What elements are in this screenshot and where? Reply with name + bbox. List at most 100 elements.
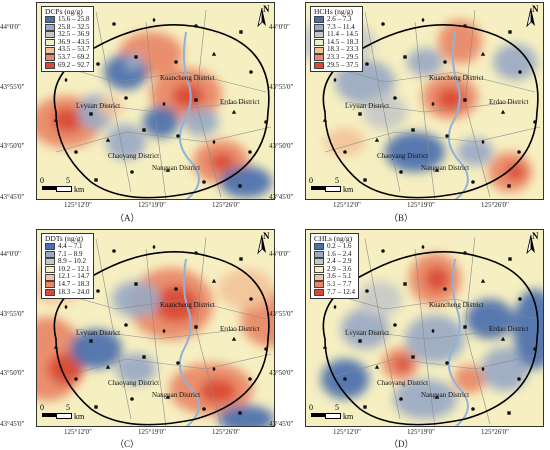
legend-entry: 2.4 – 2.9	[314, 258, 355, 266]
district-label-chaoyang: Chaoyang District	[108, 379, 160, 387]
sampling-site-marker	[53, 344, 59, 349]
legend-range: 2.6 – 7.3	[327, 15, 352, 23]
sampling-site-marker	[411, 128, 415, 132]
scale-zero: 0	[40, 176, 44, 185]
legend-range: 7.7 – 12.4	[327, 287, 355, 296]
scale-five: 5	[335, 176, 339, 185]
latitude-label: 43°55'0"	[269, 310, 294, 318]
longitude-label: 125°19'0"	[138, 428, 166, 436]
sampling-site-marker	[142, 128, 146, 132]
sampling-site-marker	[431, 101, 435, 107]
longitude-label: 125°19'0"	[407, 428, 435, 436]
panel-caption: （D）	[389, 439, 414, 449]
concentration-zone	[493, 44, 537, 80]
legend-swatch	[314, 281, 324, 289]
road-network	[45, 9, 272, 200]
sampling-site-marker	[381, 249, 385, 253]
concentration-zone	[466, 299, 514, 339]
sampling-site-marker	[507, 411, 511, 415]
scale-unit: km	[343, 412, 354, 421]
legend: DCPs (ng/g) 15.6 – 25.8 25.8 – 32.5 32.5 – …	[41, 6, 94, 73]
sampling-site-marker	[202, 180, 206, 184]
sampling-site-marker	[500, 336, 506, 341]
legend-swatch	[314, 266, 324, 274]
sampling-site-marker	[238, 411, 242, 415]
district-label-chaoyang: Chaoyang District	[377, 152, 429, 160]
legend-swatch	[45, 273, 55, 281]
concentration-zone	[425, 267, 449, 291]
legend-swatch	[314, 258, 324, 266]
sampling-site-marker	[249, 297, 253, 301]
sampling-site-marker	[434, 394, 440, 399]
legend-swatch	[314, 16, 324, 24]
legend-entry: 69.2 – 92.7	[45, 61, 90, 70]
sampling-site-marker	[365, 289, 369, 293]
legend-swatch	[45, 54, 55, 62]
concentration-zone	[438, 20, 482, 64]
map-frame	[305, 229, 544, 427]
sampling-site-marker	[393, 96, 397, 100]
legend-range: 4.4 – 7.1	[58, 242, 83, 250]
scale-zero: 0	[40, 403, 44, 412]
map-panel-a: Kuancheng District Lvyuan District Erdao D…	[36, 2, 275, 200]
legend: DDTs (ng/g) 4.4 – 7.1 7.1 – 8.9 8.9 – 10.2 1…	[41, 233, 94, 300]
concentration-zone	[437, 88, 465, 110]
sampling-site-marker	[96, 62, 100, 66]
sampling-site-marker	[105, 364, 111, 369]
legend-range: 25.8 – 32.5	[58, 22, 90, 31]
concentration-zone	[395, 356, 411, 372]
concentration-zone	[358, 281, 402, 317]
latitude-label: 43°50'0"	[0, 369, 25, 377]
scale-bar	[311, 413, 341, 419]
sampling-site-marker	[533, 120, 537, 124]
district-label-erdao: Erdao District	[220, 98, 260, 106]
sampling-site-marker	[94, 178, 98, 182]
legend-swatch	[314, 39, 324, 47]
panel-caption: （A）	[115, 213, 140, 223]
concentration-zone	[393, 379, 457, 419]
sampling-site-marker	[393, 323, 397, 327]
legend-entry: 23.3 – 29.5	[314, 53, 359, 62]
legend-range: 14.7 – 18.3	[58, 279, 90, 288]
sampling-site-marker	[105, 137, 111, 142]
legend-swatch	[314, 61, 324, 69]
sampling-site-marker	[333, 77, 337, 83]
map-frame	[36, 2, 275, 200]
sampling-site-marker	[53, 117, 59, 122]
sampling-site-marker	[480, 51, 486, 56]
concentration-zone	[200, 379, 236, 403]
sampling-site-marker	[130, 397, 134, 401]
sampling-site-marker	[174, 287, 178, 291]
concentration-zone	[481, 347, 529, 391]
sampling-site-marker	[152, 244, 156, 250]
north-arrow-icon	[253, 233, 271, 257]
district-label-nanguan: Nanguan District	[421, 164, 470, 172]
sampling-site-marker	[445, 134, 449, 138]
legend-swatch	[314, 46, 324, 54]
concentration-zone	[48, 353, 84, 385]
sampling-site-marker	[381, 22, 385, 26]
scale-bar	[42, 413, 72, 419]
sampling-site-marker	[365, 62, 369, 66]
sampling-site-marker	[363, 405, 367, 409]
legend-range: 53.7 – 69.2	[58, 52, 90, 61]
sampling-site-marker	[399, 170, 403, 174]
district-label-chaoyang: Chaoyang District	[108, 152, 160, 160]
legend-entry: 25.8 – 32.5	[45, 22, 90, 32]
sampling-site-marker	[443, 60, 447, 64]
legend-entry: 2.9 – 3.6	[314, 265, 355, 274]
sampling-site-marker	[152, 17, 156, 23]
sampling-site-marker	[239, 30, 243, 34]
sampling-site-marker	[248, 377, 252, 381]
legend-swatch	[45, 46, 55, 54]
latitude-label: 43°45'0"	[269, 420, 294, 428]
longitude-label: 125°19'0"	[407, 201, 435, 209]
district-label-kuancheng: Kuancheng District	[160, 74, 215, 82]
sampling-site-marker	[239, 257, 243, 261]
sampling-site-marker	[176, 361, 180, 365]
legend-entry: 18.3 – 23.3	[314, 46, 359, 54]
sampling-site-marker	[211, 278, 217, 283]
legend-swatch	[45, 288, 55, 296]
map-frame	[305, 2, 544, 200]
longitude-label: 125°12'0"	[64, 201, 92, 209]
